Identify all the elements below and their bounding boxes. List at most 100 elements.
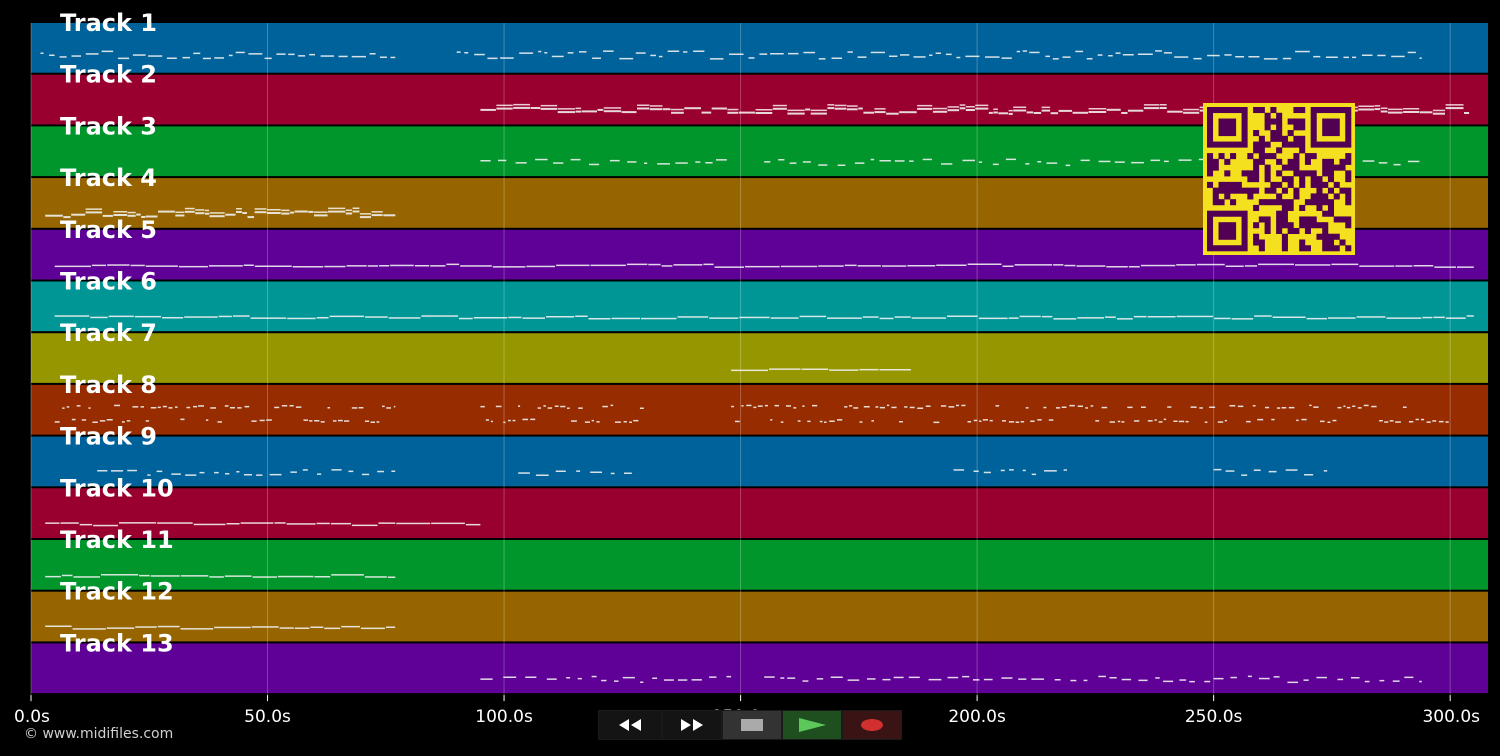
note: [899, 421, 903, 423]
note: [1088, 111, 1107, 113]
note: [1434, 266, 1456, 268]
note: [503, 421, 506, 424]
note: [661, 265, 673, 267]
note: [1155, 677, 1160, 679]
track-lane[interactable]: [31, 384, 1488, 435]
note: [922, 158, 932, 161]
note: [1037, 419, 1042, 421]
note: [641, 317, 677, 320]
note: [566, 677, 571, 679]
note: [677, 679, 688, 681]
note: [500, 57, 514, 59]
note: [369, 53, 376, 55]
track-label: Track 8: [60, 371, 157, 399]
note: [807, 420, 811, 423]
fast-forward-button[interactable]: [662, 710, 722, 740]
track-lane[interactable]: [31, 488, 1488, 538]
note: [316, 317, 329, 319]
note: [847, 679, 860, 681]
note: [772, 107, 787, 110]
note: [1352, 405, 1356, 407]
track-row[interactable]: Track 11: [31, 526, 1488, 590]
track-lane[interactable]: [31, 23, 1488, 73]
note: [1174, 56, 1189, 58]
note: [480, 108, 496, 111]
note: [1137, 53, 1153, 55]
note: [786, 405, 791, 407]
note: [995, 405, 1000, 407]
track-lane[interactable]: [31, 591, 1488, 642]
note: [989, 419, 993, 422]
note: [1114, 161, 1125, 163]
qr-code[interactable]: [1203, 103, 1355, 255]
note: [787, 109, 805, 112]
note: [1248, 56, 1260, 58]
note: [663, 679, 674, 681]
note: [886, 404, 890, 407]
note: [382, 405, 385, 408]
note: [853, 407, 859, 409]
note: [324, 265, 346, 268]
note: [948, 406, 955, 408]
note: [73, 576, 100, 578]
record-button[interactable]: [842, 710, 902, 740]
note: [830, 676, 843, 678]
note: [1083, 679, 1088, 682]
track-label: Track 6: [60, 268, 157, 296]
note: [1388, 111, 1403, 114]
note: [787, 112, 805, 115]
track-lane[interactable]: [31, 281, 1488, 332]
track-lane[interactable]: [31, 436, 1488, 487]
note: [209, 215, 225, 218]
note: [1037, 161, 1042, 163]
note: [590, 471, 602, 473]
track-row[interactable]: Track 1: [31, 9, 1488, 73]
note: [615, 421, 621, 423]
note: [1173, 420, 1178, 422]
rewind-button[interactable]: [598, 710, 662, 740]
note: [99, 420, 106, 422]
play-button[interactable]: [782, 710, 842, 740]
track-row[interactable]: Track 7: [31, 319, 1488, 383]
note: [1109, 677, 1117, 679]
note: [909, 160, 914, 162]
track-row[interactable]: Track 12: [31, 578, 1488, 642]
track-row[interactable]: Track 8: [31, 371, 1488, 435]
track-row[interactable]: Track 13: [31, 629, 1488, 694]
track-row[interactable]: Track 9: [31, 423, 1488, 487]
track-lane[interactable]: [31, 333, 1488, 383]
note: [1433, 316, 1445, 319]
note: [810, 112, 827, 115]
note: [1178, 159, 1192, 161]
note: [983, 471, 991, 474]
note: [1031, 678, 1044, 680]
track-lane[interactable]: [31, 643, 1488, 694]
note: [1138, 679, 1148, 682]
note: [1072, 111, 1089, 114]
stop-button[interactable]: [722, 710, 782, 740]
track-lane[interactable]: [31, 540, 1488, 590]
note: [591, 419, 594, 422]
note: [1273, 676, 1280, 678]
note: [186, 406, 191, 409]
track-row[interactable]: Track 6: [31, 268, 1488, 332]
note: [376, 421, 380, 423]
note: [1131, 161, 1144, 164]
note: [929, 54, 933, 56]
note: [1295, 50, 1310, 53]
note: [1316, 676, 1327, 679]
note: [250, 317, 287, 319]
track-row[interactable]: Track 10: [31, 474, 1488, 538]
note: [1109, 421, 1115, 423]
note: [590, 264, 626, 267]
note: [1133, 315, 1147, 318]
note: [578, 407, 583, 409]
note: [797, 420, 801, 422]
track-notes: [45, 625, 396, 630]
note: [243, 474, 252, 476]
note: [338, 419, 343, 422]
note: [130, 264, 145, 267]
note: [993, 108, 998, 110]
note: [1225, 470, 1235, 472]
note: [940, 405, 947, 407]
